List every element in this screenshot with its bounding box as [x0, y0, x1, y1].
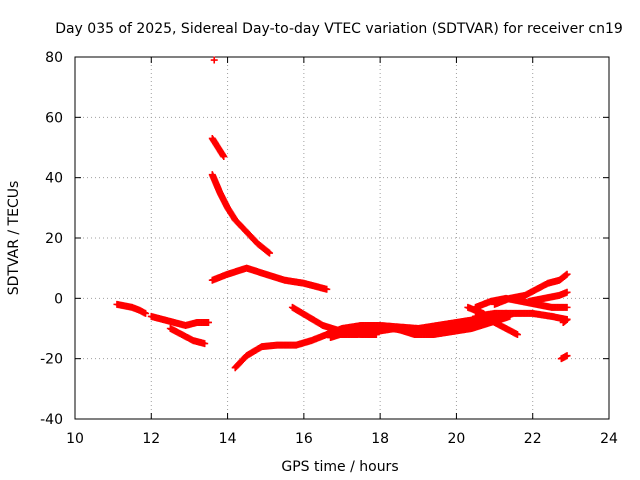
- series-arc-11: [288, 303, 380, 339]
- y-tick-label: 0: [54, 291, 63, 307]
- series-arc-18: [557, 352, 571, 363]
- series-arc-3: [166, 325, 209, 348]
- x-tick-labels: 10 12 14 16 18 20 22 24: [66, 431, 618, 447]
- x-tick-label: 18: [371, 431, 389, 447]
- series-arc-4: [210, 56, 218, 64]
- x-tick-label: 12: [142, 431, 160, 447]
- series-arc-7: [208, 264, 331, 293]
- y-tick-label: 40: [45, 171, 63, 187]
- series-arc-6: [208, 171, 274, 257]
- x-axis-label: GPS time / hours: [281, 459, 398, 475]
- data-point: [323, 285, 331, 293]
- data-point: [563, 270, 571, 278]
- y-tick-label: -40: [40, 412, 63, 428]
- series-arc-1: [113, 300, 150, 317]
- series-arc-14: [491, 270, 571, 308]
- x-tick-label: 24: [600, 431, 618, 447]
- data-point: [563, 288, 571, 296]
- data-point: [563, 303, 571, 311]
- y-tick-label: 20: [45, 231, 63, 247]
- series-arc-15: [472, 309, 571, 323]
- axis-ticks: [74, 56, 610, 420]
- series-arc-5: [208, 134, 228, 161]
- x-tick-label: 14: [219, 431, 237, 447]
- series-arc-8: [231, 312, 499, 372]
- data-marks: [113, 56, 571, 372]
- series-arc-2: [147, 312, 212, 329]
- data-point: [563, 315, 571, 323]
- data-point: [142, 309, 150, 317]
- data-point: [266, 249, 274, 257]
- data-point: [220, 153, 228, 161]
- y-axis-label: SDTVAR / TECUs: [6, 181, 22, 296]
- data-point: [201, 340, 209, 348]
- y-tick-label: 60: [45, 110, 63, 126]
- data-point: [205, 318, 212, 326]
- y-tick-label: 80: [45, 50, 63, 66]
- x-tick-label: 20: [448, 431, 466, 447]
- series-arc-16: [525, 288, 571, 305]
- x-tick-label: 22: [524, 431, 542, 447]
- chart-title: Day 035 of 2025, Sidereal Day-to-day VTE…: [55, 21, 623, 37]
- data-point: [513, 331, 521, 339]
- x-tick-label: 10: [66, 431, 84, 447]
- data-point: [210, 56, 218, 64]
- data-point: [372, 331, 380, 339]
- y-tick-labels: -40 -20 0 20 40 60 80: [40, 50, 63, 428]
- series-arc-17: [559, 315, 571, 326]
- x-tick-label: 16: [295, 431, 313, 447]
- data-point: [563, 352, 571, 360]
- grid: [75, 57, 609, 419]
- y-tick-label: -20: [40, 352, 63, 368]
